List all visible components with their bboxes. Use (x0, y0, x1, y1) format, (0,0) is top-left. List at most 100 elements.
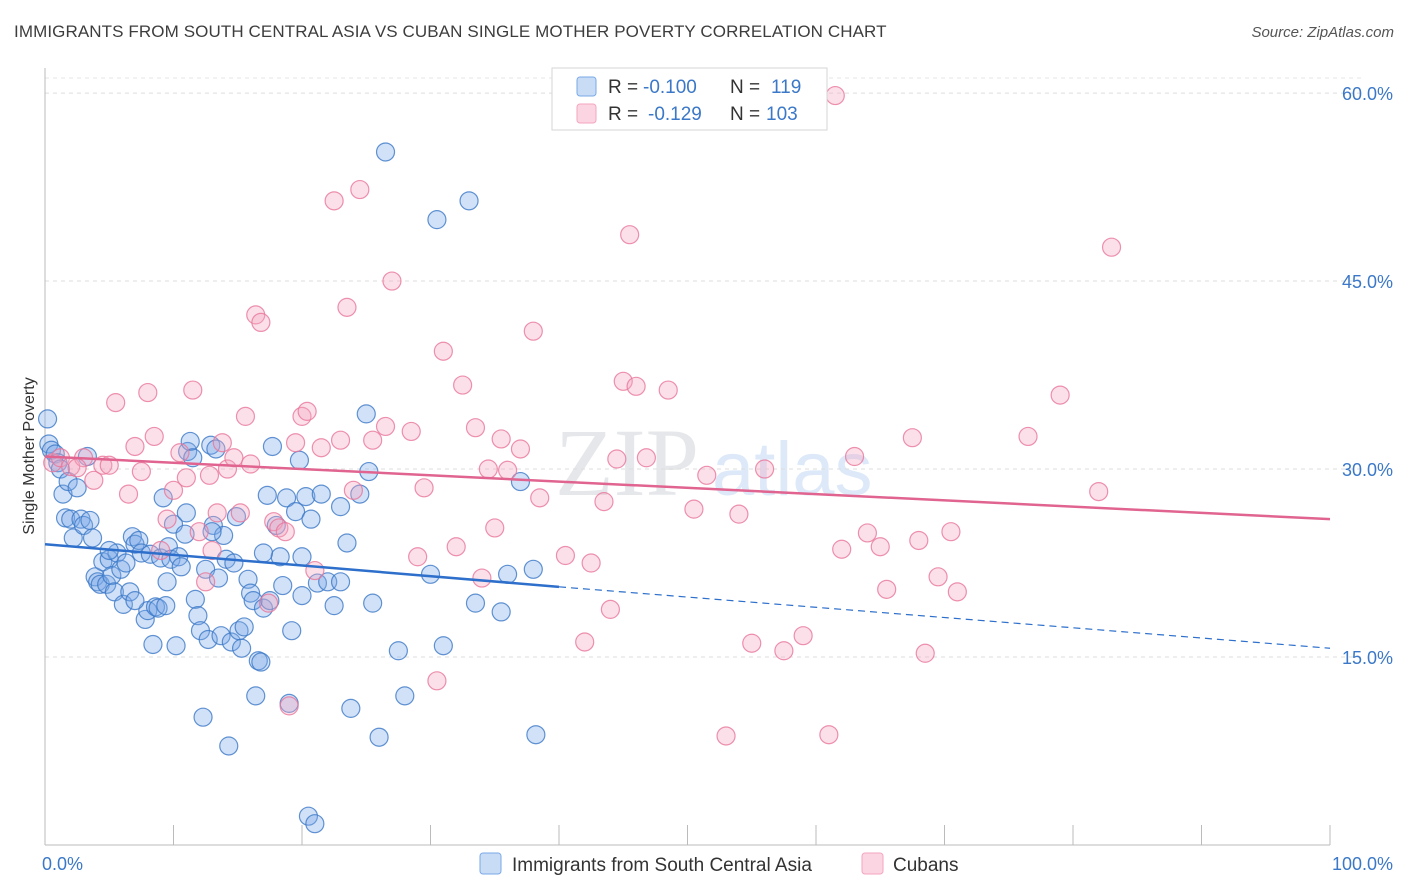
point-cubans-59 (485, 518, 505, 538)
legend-n-value-2: 103 (766, 104, 798, 125)
y-tick-labels: 15.0% 30.0% 45.0% 60.0% (1342, 84, 1393, 668)
point-cubans-93 (915, 643, 935, 663)
point-cubans-90 (877, 579, 897, 599)
point-asia-78 (251, 652, 271, 672)
point-asia-121 (253, 543, 274, 563)
point-asia-68 (224, 553, 244, 573)
point-cubans-69 (600, 599, 621, 619)
point-cubans-20 (196, 572, 216, 592)
y-tick-label-60: 60.0% (1342, 84, 1393, 104)
point-cubans-16 (170, 443, 190, 463)
point-cubans-10 (131, 461, 151, 482)
point-asia-91 (292, 586, 312, 606)
point-cubans-77 (697, 465, 717, 485)
point-asia-15 (80, 510, 100, 531)
point-cubans-63 (523, 321, 543, 341)
point-asia-54 (188, 606, 208, 626)
point-asia-32 (129, 530, 149, 551)
legend-top: R = -0.100 N = 119 R = -0.129 N = 103 (551, 67, 828, 131)
legend-swatch-blue (576, 76, 597, 97)
point-cubans-72 (620, 225, 640, 245)
point-asia-16 (82, 528, 103, 548)
point-asia-94 (301, 509, 321, 529)
point-asia-56 (193, 707, 213, 727)
point-cubans-50 (408, 547, 428, 567)
legend-r-label-1: R = (608, 77, 638, 98)
point-asia-76 (246, 686, 266, 706)
point-asia-28 (116, 553, 136, 573)
point-asia-116 (498, 564, 518, 584)
x-tick-label-min: 0.0% (42, 854, 83, 874)
y-tick-label-45: 45.0% (1342, 272, 1393, 292)
legend-n-label-1: N = (730, 77, 760, 98)
point-asia-127 (125, 591, 145, 611)
point-cubans-85 (825, 85, 845, 106)
point-asia-42 (156, 596, 176, 616)
point-cubans-22 (207, 503, 227, 523)
point-asia-6 (53, 484, 73, 504)
point-asia-27 (113, 594, 133, 614)
point-asia-63 (211, 626, 231, 646)
point-cubans-99 (1089, 481, 1109, 502)
legend-r-label-2: R = (608, 104, 638, 125)
point-cubans-87 (844, 446, 865, 467)
point-cubans-26 (230, 503, 250, 523)
point-cubans-28 (241, 454, 261, 474)
point-asia-64 (214, 525, 234, 546)
x-ticks (44, 825, 1331, 845)
point-cubans-44 (343, 480, 363, 500)
point-cubans-62 (510, 439, 531, 459)
point-cubans-17 (176, 468, 196, 488)
point-cubans-84 (819, 725, 839, 745)
point-cubans-23 (212, 433, 232, 453)
point-cubans-39 (305, 560, 325, 581)
point-cubans-73 (626, 376, 646, 396)
point-asia-126 (176, 503, 196, 523)
point-asia-105 (363, 593, 383, 613)
legend-swatch-pink (576, 103, 597, 124)
point-cubans-71 (613, 371, 633, 391)
point-cubans-9 (125, 436, 145, 457)
point-asia-117 (510, 471, 531, 492)
point-cubans-68 (594, 492, 614, 512)
point-asia-72 (234, 617, 254, 637)
point-cubans-60 (491, 429, 511, 449)
point-cubans-89 (870, 537, 890, 557)
point-cubans-55 (453, 375, 473, 395)
point-cubans-14 (157, 509, 177, 529)
point-cubans-11 (138, 382, 158, 403)
point-asia-85 (273, 575, 293, 596)
point-cubans-34 (275, 522, 295, 542)
point-cubans-12 (144, 426, 164, 447)
point-cubans-36 (285, 433, 306, 453)
legend-n-label-2: N = (730, 104, 760, 125)
legend-r-value-2: -0.129 (648, 104, 702, 125)
source-label: Source: ZipAtlas.com (1251, 24, 1394, 41)
point-asia-96 (307, 573, 328, 593)
point-cubans-74 (636, 448, 656, 468)
legend-bottom-label-cubans: Cubans (893, 855, 959, 876)
point-cubans-19 (189, 522, 209, 542)
y-tick-label-30: 30.0% (1342, 460, 1393, 480)
point-asia-89 (285, 502, 306, 522)
point-asia-109 (395, 686, 415, 706)
point-cubans-83 (793, 626, 813, 646)
point-asia-113 (459, 191, 479, 211)
point-cubans-79 (729, 504, 749, 524)
point-asia-102 (341, 698, 361, 718)
chart-title: IMMIGRANTS FROM SOUTH CENTRAL ASIA VS CU… (14, 22, 887, 41)
point-asia-108 (388, 641, 408, 661)
point-asia-0 (37, 409, 58, 429)
point-asia-123 (157, 572, 177, 592)
point-asia-125 (330, 497, 351, 517)
point-asia-100 (330, 572, 351, 592)
point-cubans-51 (414, 478, 434, 498)
point-asia-37 (143, 634, 163, 655)
point-cubans-67 (581, 553, 601, 573)
point-cubans-53 (433, 341, 453, 361)
point-asia-106 (369, 727, 389, 747)
point-cubans-66 (575, 632, 595, 652)
trend-line-asia (44, 542, 560, 589)
point-cubans-92 (909, 530, 929, 551)
point-cubans-64 (530, 488, 550, 508)
